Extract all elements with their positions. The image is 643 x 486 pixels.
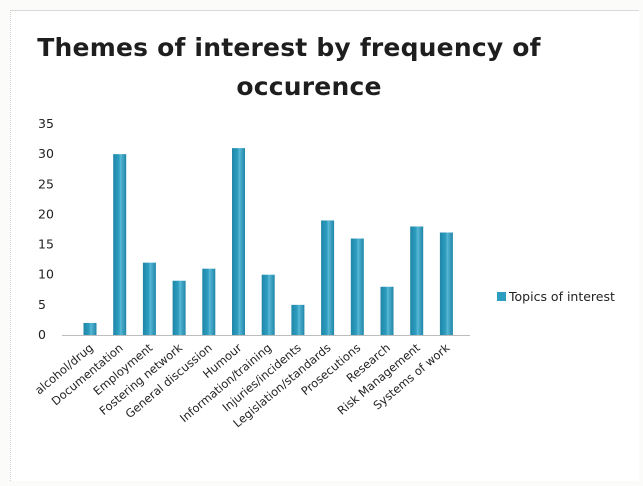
bar-fostering-network xyxy=(172,280,186,335)
bar-information-training xyxy=(261,274,275,335)
y-tick-label: 0 xyxy=(38,327,46,342)
bar-risk-management xyxy=(410,226,424,335)
bar-employment xyxy=(142,262,156,335)
chart-title-line-1: Themes of interest by frequency of xyxy=(37,33,541,62)
bar-systems-of-work xyxy=(439,232,453,335)
y-tick-label: 15 xyxy=(38,237,54,252)
y-tick-label: 35 xyxy=(38,116,54,131)
y-tick-label: 20 xyxy=(38,206,54,221)
y-tick-label: 5 xyxy=(38,297,46,312)
bar-research xyxy=(380,286,394,335)
bar-humour xyxy=(232,148,245,335)
bar-documentation xyxy=(113,154,127,335)
y-tick-label: 30 xyxy=(38,146,54,161)
y-tick-label: 25 xyxy=(38,176,54,191)
bar-injuries-incidents xyxy=(291,304,305,335)
legend-swatch xyxy=(497,292,506,301)
bar-legislation-standards xyxy=(321,220,335,335)
bar-general-discussion xyxy=(202,268,216,335)
legend-label: Topics of interest xyxy=(508,289,615,304)
bar-alcohol-drug xyxy=(83,322,97,335)
bar-prosecutions xyxy=(350,238,364,335)
y-tick-label: 10 xyxy=(38,267,54,282)
chart-title-line-2: occurence xyxy=(236,72,382,101)
